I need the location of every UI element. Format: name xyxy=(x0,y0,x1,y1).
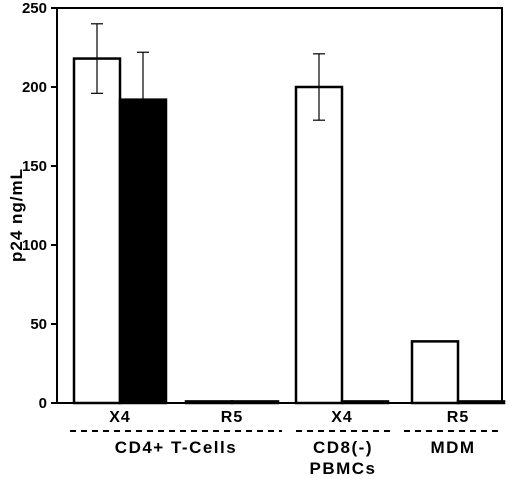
y-tick-label: 0 xyxy=(39,395,47,412)
bar xyxy=(294,85,344,405)
y-tick-label: 50 xyxy=(30,316,47,333)
x-tick-label: R5 xyxy=(447,409,469,426)
y-tick-label: 200 xyxy=(22,79,47,96)
x-tick-label: X4 xyxy=(109,409,131,426)
bar xyxy=(340,400,390,405)
error-bar xyxy=(313,53,325,121)
bar xyxy=(118,98,168,405)
y-tick-label: 100 xyxy=(22,237,47,254)
bar xyxy=(72,57,122,405)
group-label: CD8(-) xyxy=(313,438,373,457)
x-tick-label: X4 xyxy=(331,409,353,426)
x-tick-label: R5 xyxy=(221,409,243,426)
error-bar xyxy=(91,23,103,94)
axes xyxy=(51,7,503,432)
y-tick-label: 250 xyxy=(22,0,47,17)
group-label: PBMCs xyxy=(309,459,376,478)
bar xyxy=(184,400,234,405)
group-label: MDM xyxy=(430,438,475,457)
error-bar xyxy=(137,51,149,100)
plot-frame xyxy=(56,7,503,404)
bar xyxy=(230,400,280,405)
y-tick-label: 150 xyxy=(22,158,47,175)
bar xyxy=(410,340,460,405)
group-label: CD4+ T-Cells xyxy=(115,438,237,457)
labels: 0 50 100 150 200 250 X4 R5 X4 R5 CD4+ T-Cells CD8(-… xyxy=(22,0,475,478)
bar xyxy=(456,400,506,405)
y-axis-label: p24 ng/mL xyxy=(7,168,26,262)
bars xyxy=(72,23,506,405)
